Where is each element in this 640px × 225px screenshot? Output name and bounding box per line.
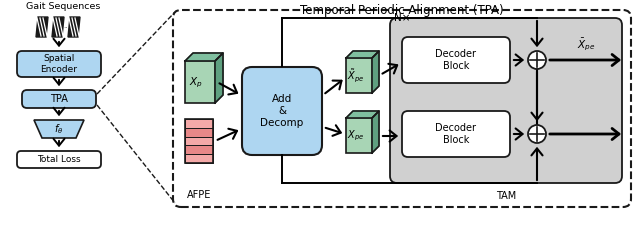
Text: ...: ... [63, 23, 70, 29]
FancyBboxPatch shape [402, 37, 510, 83]
Bar [185, 137, 213, 145]
Text: TAM: TAM [496, 191, 516, 201]
Text: $X_{pe}$: $X_{pe}$ [348, 129, 365, 143]
Text: $f_\theta$: $f_\theta$ [54, 122, 64, 136]
FancyBboxPatch shape [402, 111, 510, 157]
Polygon shape [68, 17, 80, 37]
Polygon shape [34, 120, 84, 138]
Text: $\bar{X}_{pe}$: $\bar{X}_{pe}$ [577, 37, 595, 53]
Text: Spatial
Encoder: Spatial Encoder [40, 54, 77, 74]
Text: N×: N× [394, 13, 410, 23]
Bar [185, 145, 213, 154]
FancyBboxPatch shape [390, 18, 622, 183]
Bar [346, 118, 372, 153]
Text: Temporal Periodic Alignment (TPA): Temporal Periodic Alignment (TPA) [300, 4, 504, 17]
Text: Decoder
Block: Decoder Block [435, 123, 477, 145]
Text: Total Loss: Total Loss [37, 155, 81, 164]
Polygon shape [372, 51, 379, 93]
Polygon shape [52, 17, 64, 37]
Circle shape [528, 125, 546, 143]
Text: $X_p$: $X_p$ [189, 76, 203, 90]
FancyBboxPatch shape [17, 51, 101, 77]
FancyBboxPatch shape [17, 151, 101, 168]
Polygon shape [346, 51, 379, 58]
Polygon shape [372, 111, 379, 153]
Polygon shape [346, 111, 379, 118]
FancyBboxPatch shape [242, 67, 322, 155]
Text: TPA: TPA [50, 94, 68, 104]
Bar [185, 61, 215, 103]
Polygon shape [185, 53, 223, 61]
Bar [185, 154, 213, 163]
Polygon shape [215, 53, 223, 103]
Text: $\tilde{X}_{pe}$: $\tilde{X}_{pe}$ [348, 67, 365, 85]
FancyBboxPatch shape [173, 10, 631, 207]
Bar [346, 58, 372, 93]
Circle shape [528, 51, 546, 69]
Bar [185, 119, 213, 128]
Text: Gait Sequences: Gait Sequences [26, 2, 100, 11]
Bar [185, 119, 213, 163]
Text: AFPE: AFPE [187, 190, 211, 200]
Text: Decoder
Block: Decoder Block [435, 49, 477, 71]
Bar [185, 128, 213, 137]
Text: Add
&
Decomp: Add & Decomp [260, 94, 303, 128]
FancyBboxPatch shape [22, 90, 96, 108]
Polygon shape [36, 17, 48, 37]
